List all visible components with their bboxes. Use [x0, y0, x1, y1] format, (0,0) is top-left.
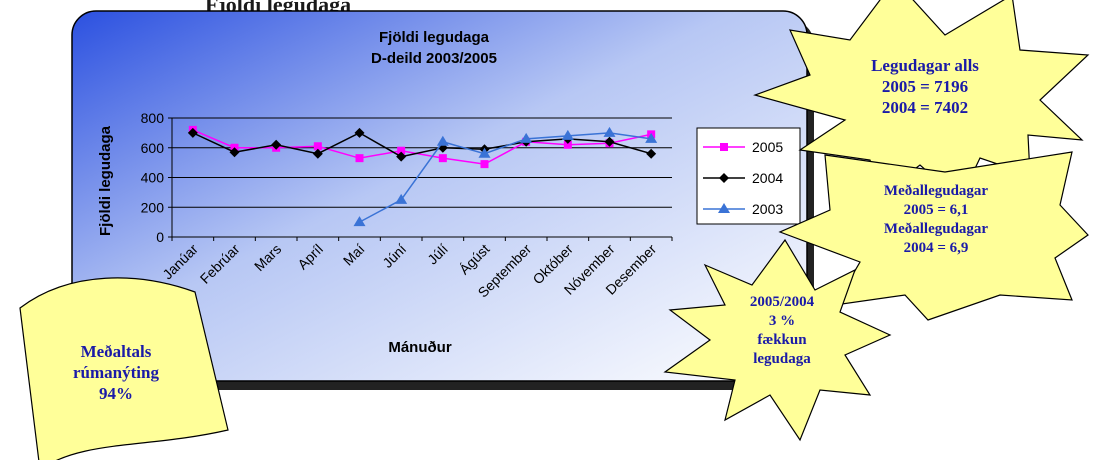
y-tick-label-0: 0: [156, 229, 164, 245]
callout-average-stay-text: Meðallegudagar 2005 = 6,1 Meðallegudagar 20…: [884, 183, 988, 256]
chart-subtitle: D-deild 2003/2005: [371, 50, 497, 67]
legend-marker-2004: [719, 173, 729, 183]
legend-label-2003: 2003: [752, 201, 783, 217]
point-2003-Maí: [353, 216, 366, 227]
callout-dec-line-0: 2005/2004: [750, 294, 815, 310]
callout-occ-line-0: Meðaltals: [81, 342, 152, 361]
point-2004-Júní: [396, 151, 407, 162]
callout-total-text: Legudagar alls 2005 = 7196 2004 = 7402: [871, 56, 979, 117]
point-2005-Október: [563, 140, 572, 149]
point-2003-Júlí: [436, 135, 449, 146]
chart-title: Fjöldi legudaga: [379, 29, 490, 46]
callout-avg-line-0: Meðallegudagar: [884, 183, 988, 199]
x-axis-label: Mánuður: [388, 339, 451, 356]
point-2004-Apríl: [312, 148, 323, 159]
series-line-2003: [359, 132, 652, 223]
series-group: [187, 125, 658, 227]
y-tick-label-400: 400: [141, 170, 165, 186]
point-2003-Nóvember: [603, 126, 616, 137]
callout-total-line-1: 2005 = 7196: [882, 77, 968, 96]
legend-box: [696, 127, 801, 225]
callout-avg-line-1: 2005 = 6,1: [904, 202, 969, 218]
y-tick-label-800: 800: [141, 110, 165, 126]
callout-occ-line-1: rúmanýting: [73, 363, 159, 382]
point-2003-September: [520, 132, 533, 143]
callout-average-stay: [778, 151, 1089, 321]
point-2003-Október: [561, 129, 574, 140]
point-2003-Júní: [395, 193, 408, 204]
callout-total-line-2: 2004 = 7402: [882, 98, 968, 117]
callout-occupancy: [19, 277, 229, 460]
point-2005-Ágúst: [480, 160, 489, 169]
callout-occupancy-text: Meðaltals rúmanýting 94%: [73, 342, 159, 403]
chart-panel: [71, 10, 808, 382]
point-2005-Apríl: [313, 142, 322, 151]
point-2004-Nóvember: [604, 136, 615, 147]
point-2005-Maí: [355, 154, 364, 163]
series-line-2004: [192, 132, 652, 158]
point-2004-Mars: [271, 139, 282, 150]
series-line-2005: [192, 129, 652, 165]
y-tick-label-200: 200: [141, 199, 165, 215]
legend: 2005 2004 2003: [703, 139, 783, 217]
point-2005-Júlí: [438, 154, 447, 163]
point-2003-Desember: [645, 132, 658, 143]
y-tick-labels: 0 200 400 600 800: [141, 110, 172, 245]
callout-decrease: [663, 238, 892, 442]
y-axis-label: Fjöldi legudaga: [97, 125, 114, 236]
legend-marker-2005: [720, 143, 728, 151]
point-2004-Maí: [354, 127, 365, 138]
callout-dec-line-1: 3 %: [769, 313, 795, 329]
point-2004-Febrúar: [229, 147, 240, 158]
point-2004-Desember: [646, 148, 657, 159]
legend-label-2004: 2004: [752, 170, 783, 186]
callout-avg-line-2: Meðallegudagar: [884, 221, 988, 237]
point-2003-Ágúst: [478, 147, 491, 158]
legend-marker-2003: [718, 203, 730, 213]
point-2004-Janúar: [187, 127, 198, 138]
callout-avg-line-3: 2004 = 6,9: [904, 240, 969, 256]
point-2005-Júní: [397, 146, 406, 155]
callout-decrease-text: 2005/2004 3 % fækkun legudaga: [750, 294, 815, 367]
y-tick-label-600: 600: [141, 140, 165, 156]
legend-label-2005: 2005: [752, 139, 783, 155]
callout-dec-line-2: fækkun: [757, 332, 807, 348]
callout-dec-line-3: legudaga: [753, 351, 811, 367]
callout-occ-line-2: 94%: [99, 384, 133, 403]
callout-total-line-0: Legudagar alls: [871, 56, 979, 75]
